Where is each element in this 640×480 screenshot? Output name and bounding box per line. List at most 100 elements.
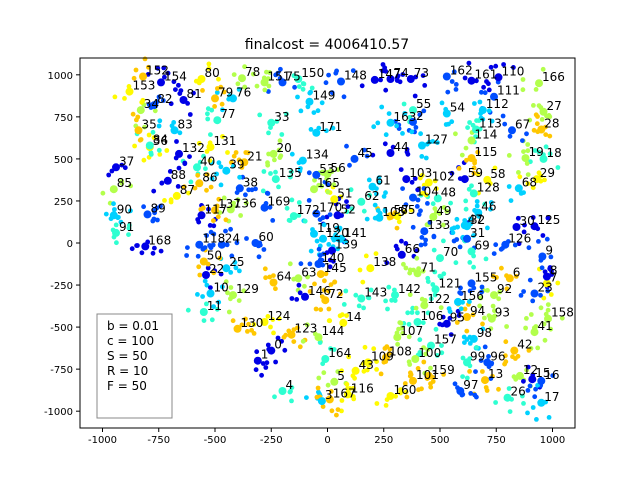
scatter-point	[510, 346, 519, 355]
cluster-point	[100, 190, 106, 196]
cluster-point	[515, 215, 521, 221]
scatter-point	[109, 185, 118, 194]
point-label: 112	[486, 97, 509, 111]
cluster-point	[462, 75, 468, 81]
cluster-point	[482, 90, 488, 96]
point-label: 119	[317, 221, 340, 235]
cluster-point	[339, 398, 345, 403]
point-label: 141	[344, 226, 367, 240]
scatter-point	[202, 271, 210, 279]
point-label: 36	[153, 134, 168, 148]
cluster-point	[307, 289, 313, 294]
cluster-point	[324, 128, 329, 134]
cluster-point	[493, 63, 499, 69]
cluster-point	[208, 132, 213, 138]
cluster-point	[418, 131, 423, 137]
cluster-point	[298, 166, 303, 171]
cluster-point	[413, 125, 419, 130]
point-label: 118	[202, 232, 225, 246]
cluster-point	[325, 382, 331, 388]
cluster-point	[214, 90, 220, 95]
cluster-point	[337, 225, 343, 231]
cluster-point	[344, 381, 350, 387]
scatter-point	[351, 366, 360, 375]
cluster-point	[219, 101, 225, 107]
cluster-point	[204, 233, 210, 238]
cluster-point	[407, 267, 413, 273]
cluster-point	[438, 275, 444, 280]
scatter-point	[429, 212, 438, 221]
cluster-point	[555, 165, 561, 170]
cluster-point	[403, 389, 409, 395]
cluster-point	[466, 186, 472, 192]
point-label: 19	[529, 145, 544, 159]
cluster-point	[467, 299, 472, 305]
cluster-point	[289, 398, 294, 404]
scatter-point	[386, 75, 395, 83]
point-label: 51	[337, 186, 352, 200]
point-label: 100	[418, 346, 441, 360]
scatter-point	[467, 154, 476, 163]
cluster-point	[531, 103, 536, 108]
cluster-point	[228, 270, 234, 275]
cluster-point	[419, 235, 425, 240]
cluster-point	[417, 337, 423, 343]
cluster-point	[548, 254, 554, 260]
cluster-point	[232, 260, 238, 265]
cluster-point	[103, 211, 109, 217]
cluster-point	[420, 268, 426, 274]
scatter-point	[145, 141, 154, 150]
scatter-point	[206, 143, 215, 152]
cluster-point	[530, 298, 536, 304]
cluster-point	[469, 183, 474, 189]
cluster-point	[156, 123, 162, 129]
cluster-point	[441, 372, 446, 377]
cluster-point	[217, 255, 223, 261]
cluster-point	[496, 296, 502, 302]
scatter-point	[330, 195, 339, 204]
point-label: 97	[463, 378, 478, 392]
cluster-point	[345, 204, 351, 210]
cluster-point	[332, 279, 338, 285]
point-label: 151	[268, 69, 291, 83]
cluster-point	[311, 110, 317, 115]
cluster-point	[271, 273, 276, 278]
cluster-point	[447, 309, 453, 314]
cluster-point	[512, 242, 518, 248]
cluster-point	[211, 223, 217, 229]
cluster-point	[383, 68, 389, 74]
scatter-point	[487, 314, 496, 323]
cluster-point	[471, 165, 477, 171]
point-label: 167	[333, 386, 356, 400]
cluster-point	[448, 200, 453, 206]
point-label: 93	[495, 306, 510, 320]
scatter-point	[222, 166, 231, 175]
point-label: 115	[475, 145, 498, 159]
cluster-point	[246, 321, 251, 327]
cluster-point	[525, 388, 531, 393]
cluster-point	[428, 296, 434, 302]
cluster-point	[167, 169, 173, 174]
cluster-point	[327, 257, 333, 263]
cluster-point	[539, 265, 545, 271]
cluster-point	[439, 343, 444, 348]
cluster-point	[417, 112, 423, 118]
scatter-point	[316, 270, 325, 279]
cluster-point	[464, 375, 470, 381]
cluster-point	[289, 169, 294, 175]
cluster-point	[503, 339, 509, 345]
point-label: 88	[171, 168, 186, 182]
cluster-point	[463, 198, 469, 204]
cluster-point	[295, 325, 300, 331]
cluster-point	[444, 208, 450, 214]
cluster-point	[289, 385, 295, 390]
scatter-point	[411, 355, 420, 363]
cluster-point	[185, 307, 191, 313]
scatter-point	[532, 175, 541, 184]
cluster-point	[432, 206, 438, 212]
cluster-point	[527, 277, 533, 283]
cluster-point	[404, 147, 410, 152]
cluster-point	[474, 394, 479, 400]
cluster-point	[439, 350, 445, 356]
cluster-point	[331, 182, 337, 188]
